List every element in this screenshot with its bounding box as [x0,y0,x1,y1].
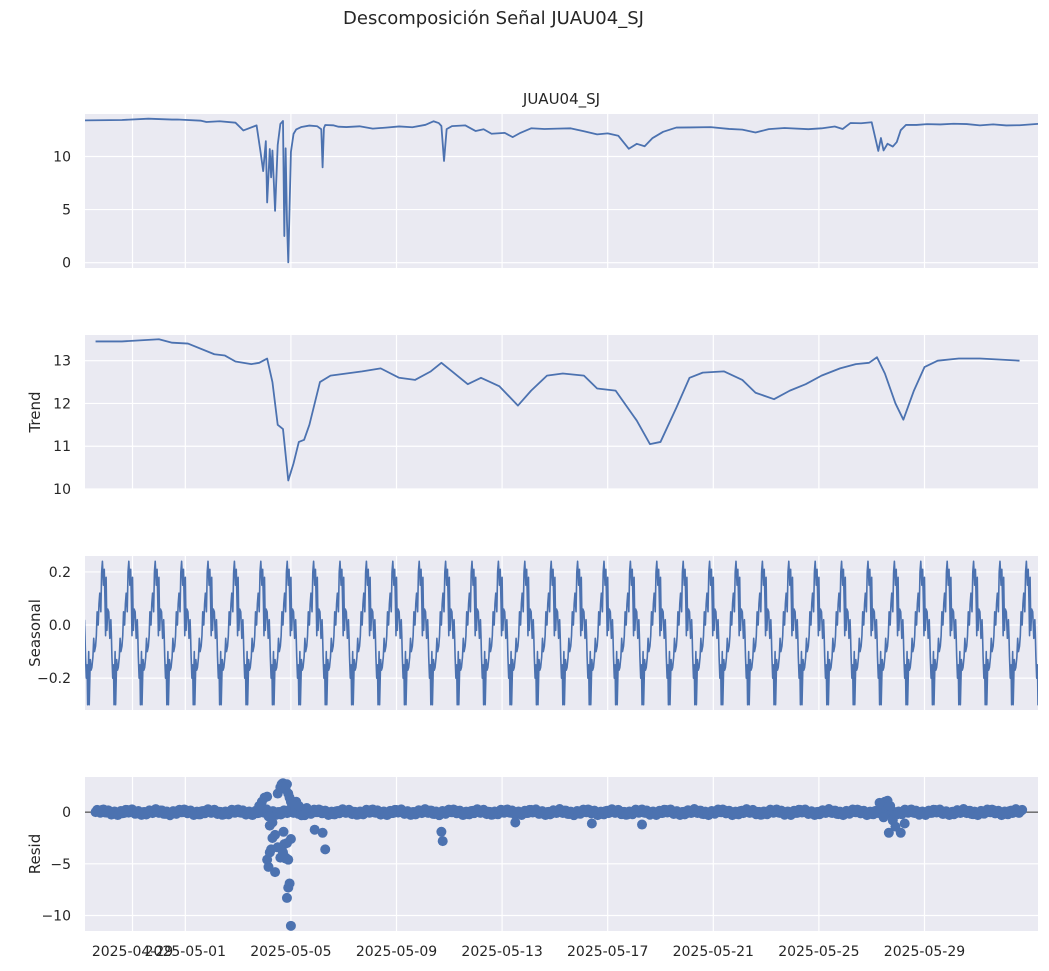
resid-point [437,836,448,847]
trend-ylabel: Trend [26,391,44,433]
observed-panel: 0 5 10 JUAU04_SJ [53,90,1038,272]
seasonal-ytick-label: 0.0 [49,618,71,634]
trend-ytick-label: 11 [53,439,71,455]
resid-point [586,818,597,829]
xtick-label: 2025-05-05 [250,944,331,960]
resid-point [267,832,278,843]
observed-ytick-label: 10 [53,149,71,165]
trend-ytick-label: 13 [53,354,71,370]
resid-point [285,920,296,931]
resid-point [301,803,312,814]
observed-ytick-label: 0 [62,256,71,272]
resid-point [281,892,292,903]
xtick-label: 2025-05-17 [567,944,648,960]
xtick-label: 2025-05-01 [145,944,226,960]
resid-point [637,819,648,830]
resid-panel: −10 −5 0 Resid [26,777,1038,931]
resid-point [270,867,281,878]
resid-point [874,797,885,808]
resid-point [883,827,894,838]
resid-point [262,791,273,802]
observed-title: JUAU04_SJ [522,90,600,109]
trend-panel: 10 11 12 13 Trend [26,335,1038,498]
resid-point [281,779,292,790]
seasonal-ytick-label: −0.2 [37,671,71,687]
xtick-label: 2025-04-29 [92,944,173,960]
trend-ytick-label: 12 [53,396,71,412]
resid-point [309,824,320,835]
resid-ylabel: Resid [26,834,44,874]
resid-point [296,810,307,821]
resid-ytick-label: −10 [41,908,71,924]
resid-point [899,818,910,829]
figure-suptitle: Descomposición Señal JUAU04_SJ [343,8,644,29]
seasonal-panel: −0.2 0.0 0.2 Seasonal [26,556,1038,710]
xtick-label: 2025-05-21 [673,944,754,960]
observed-ytick-label: 5 [62,203,71,219]
trend-ytick-label: 10 [53,482,71,498]
xtick-label: 2025-05-29 [884,944,965,960]
resid-point [281,838,292,849]
seasonal-series-line [85,560,1038,706]
resid-point [293,800,304,811]
resid-point [320,844,331,855]
seasonal-ylabel: Seasonal [26,599,44,667]
resid-point [885,800,896,811]
resid-ytick-label: 0 [62,805,71,821]
observed-series-line [85,117,1038,264]
trend-series-line [95,338,1020,482]
resid-point [317,827,328,838]
observed-plot-area [85,114,1038,268]
resid-point [878,812,889,823]
seasonal-ytick-label: 0.2 [49,565,71,581]
resid-point [436,826,447,837]
xtick-label: 2025-05-13 [461,944,542,960]
resid-plot-area [85,777,1038,931]
xtick-label: 2025-05-09 [356,944,437,960]
resid-point [267,817,278,828]
xtick-label: 2025-05-25 [778,944,859,960]
resid-point [284,878,295,889]
resid-point [278,826,289,837]
resid-point [510,817,521,828]
resid-point [1017,804,1028,815]
resid-point [283,854,294,865]
resid-ytick-label: −5 [50,857,71,873]
resid-point [895,827,906,838]
